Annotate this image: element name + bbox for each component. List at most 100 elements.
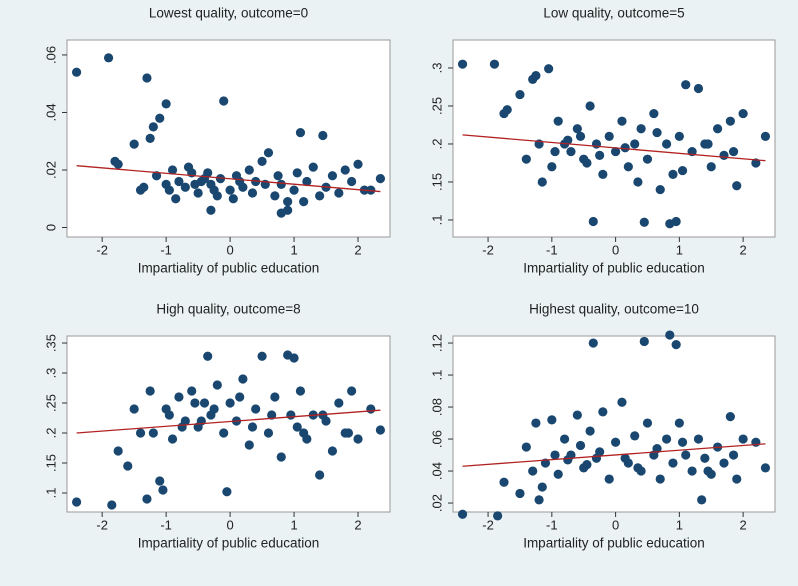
point	[550, 450, 560, 460]
point	[235, 392, 245, 402]
point	[662, 139, 672, 149]
point	[531, 418, 541, 428]
point	[585, 101, 595, 111]
point	[655, 184, 665, 195]
point	[457, 59, 468, 69]
point	[693, 434, 704, 444]
point	[366, 404, 376, 414]
point	[107, 500, 117, 510]
point	[677, 165, 688, 176]
point	[515, 488, 525, 499]
point	[343, 428, 354, 438]
y-tick-label: .25	[43, 394, 58, 412]
point	[665, 330, 675, 340]
point	[289, 353, 299, 363]
point	[732, 474, 742, 484]
point	[308, 162, 318, 172]
point	[751, 437, 761, 447]
fit-line	[462, 443, 766, 467]
point	[203, 168, 213, 178]
point	[148, 428, 158, 438]
point	[725, 116, 735, 126]
point	[263, 428, 274, 438]
x-tick-label: 1	[290, 242, 297, 257]
point	[292, 168, 302, 178]
point	[270, 392, 280, 402]
y-tick-label: .12	[429, 334, 444, 352]
point	[725, 412, 735, 422]
point	[209, 404, 219, 414]
point	[180, 182, 190, 192]
point	[719, 458, 729, 468]
point	[700, 453, 710, 463]
y-tick-label: .1	[429, 215, 444, 226]
point	[537, 482, 547, 492]
x-tick-label: 2	[740, 517, 747, 532]
point	[155, 476, 165, 486]
point	[219, 96, 229, 106]
point	[190, 398, 200, 408]
point	[588, 216, 598, 227]
point	[572, 124, 582, 134]
x-tick-label: -1	[546, 242, 558, 257]
x-tick-label: -1	[546, 517, 558, 532]
point	[738, 434, 748, 444]
point	[222, 487, 232, 497]
y-tick-label: .04	[43, 103, 58, 121]
point	[219, 428, 229, 438]
point	[315, 191, 325, 201]
point	[671, 340, 681, 350]
point	[515, 89, 525, 100]
point	[582, 460, 592, 470]
y-tick-label: .02	[429, 494, 444, 512]
point	[71, 497, 82, 507]
point	[244, 440, 254, 450]
point	[315, 470, 325, 480]
point	[228, 194, 238, 204]
point	[671, 216, 681, 227]
point	[674, 131, 684, 141]
panel-title: Low quality, outcome=5	[543, 6, 684, 21]
y-tick-label: .3	[43, 368, 58, 379]
point	[598, 169, 608, 179]
x-axis-label: Impartiality of public education	[138, 261, 320, 276]
point	[595, 150, 605, 160]
point	[604, 474, 614, 484]
point	[521, 442, 531, 452]
y-tick-label: .06	[43, 46, 58, 64]
point	[553, 469, 563, 479]
fit-line	[76, 409, 381, 434]
point	[292, 422, 302, 432]
point	[174, 392, 184, 402]
point	[257, 156, 267, 166]
point	[674, 418, 684, 428]
point	[582, 158, 592, 168]
panel-title: Highest quality, outcome=10	[529, 302, 699, 317]
point	[547, 415, 557, 425]
point	[225, 398, 235, 408]
point	[706, 162, 716, 172]
point	[697, 495, 707, 505]
point	[257, 351, 267, 361]
y-tick-label: .2	[429, 139, 444, 150]
point	[531, 70, 541, 81]
y-tick-label: .3	[429, 63, 444, 74]
point	[334, 398, 344, 408]
point	[327, 171, 338, 181]
point	[353, 159, 363, 169]
point	[620, 453, 630, 463]
x-axis-label: Impartiality of public education	[523, 536, 705, 551]
y-tick-label: .1	[43, 488, 58, 499]
point	[544, 64, 554, 74]
point	[610, 146, 621, 157]
point	[760, 463, 771, 473]
point	[129, 404, 139, 414]
point	[299, 428, 309, 438]
point	[681, 450, 691, 460]
x-tick-label: 2	[354, 242, 361, 257]
point	[521, 154, 531, 164]
point	[103, 53, 114, 63]
point	[719, 150, 729, 160]
point	[633, 463, 643, 473]
